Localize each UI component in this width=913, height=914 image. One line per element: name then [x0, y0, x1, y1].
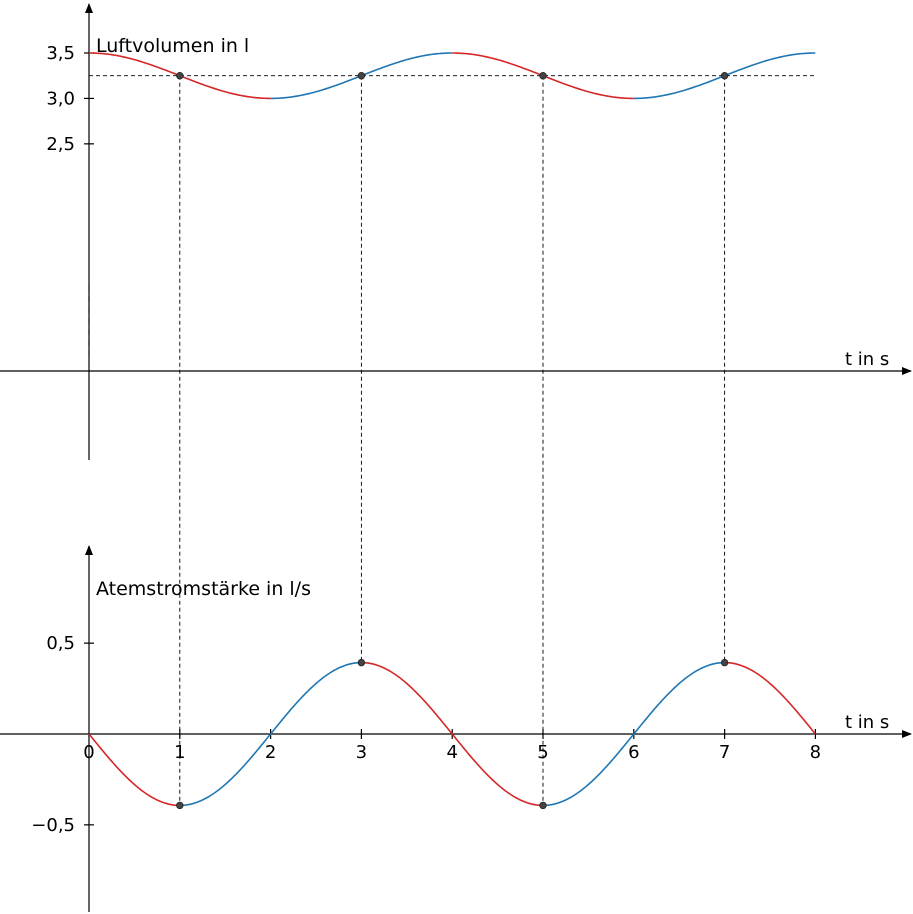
- flow-x-tick-label-2: 2: [265, 742, 276, 763]
- flow-x-tick-label-0: 0: [83, 742, 94, 763]
- flow-curve-segment-3: [542, 661, 725, 807]
- flow-x-tick-label-5: 5: [537, 742, 548, 763]
- volume-point-3: [720, 72, 729, 80]
- flow-curve-segment-4: [724, 661, 817, 735]
- guide-lines: [87, 75, 816, 806]
- volume-y-tick-label-0: 3,5: [46, 43, 75, 64]
- flow-y-ticks: 0,5 −0,5: [31, 633, 94, 836]
- flow-curve-segment-2: [361, 661, 544, 807]
- flow-curve-segment-0: [88, 733, 180, 807]
- volume-point-1: [357, 72, 366, 80]
- flow-x-tick-label-8: 8: [810, 742, 821, 763]
- flow-y-axis-title: Atemstromstärke in l/s: [96, 578, 311, 600]
- flow-point-1: [357, 658, 366, 667]
- flow-curve: [88, 661, 817, 807]
- volume-chart: Luftvolumen in l t in s 3,5 3,0 2,5: [0, 3, 912, 460]
- flow-point-2: [539, 801, 547, 810]
- flow-x-tick-label-1: 1: [174, 742, 185, 763]
- flow-x-axis-label: t in s: [845, 712, 889, 733]
- volume-point-2: [539, 72, 547, 80]
- flow-y-tick-label-0: 0,5: [46, 633, 75, 654]
- volume-y-ticks: 3,5 3,0 2,5: [46, 43, 94, 155]
- flow-x-tick-label-6: 6: [628, 742, 639, 763]
- flow-x-tick-label-4: 4: [446, 742, 457, 763]
- volume-point-0: [176, 72, 184, 80]
- volume-marked-points: [176, 72, 729, 80]
- flow-point-0: [176, 801, 184, 810]
- volume-y-axis-title: Luftvolumen in l: [96, 35, 249, 57]
- flow-x-tick-label-3: 3: [356, 742, 367, 763]
- flow-x-tick-label-7: 7: [719, 742, 730, 763]
- flow-curve-segment-1: [179, 661, 362, 807]
- flow-y-tick-label-1: −0,5: [31, 815, 75, 836]
- flow-x-ticks: 0 1 2 3 4 5 6 7 8: [83, 729, 821, 763]
- flow-point-3: [720, 658, 729, 667]
- volume-y-tick-label-2: 2,5: [46, 134, 75, 155]
- flow-chart: Atemstromstärke in l/s t in s 0,5 −0,5 0 1…: [0, 545, 912, 912]
- volume-y-tick-label-1: 3,0: [46, 88, 75, 109]
- flow-marked-points: [176, 658, 729, 810]
- volume-x-axis-label: t in s: [845, 349, 889, 370]
